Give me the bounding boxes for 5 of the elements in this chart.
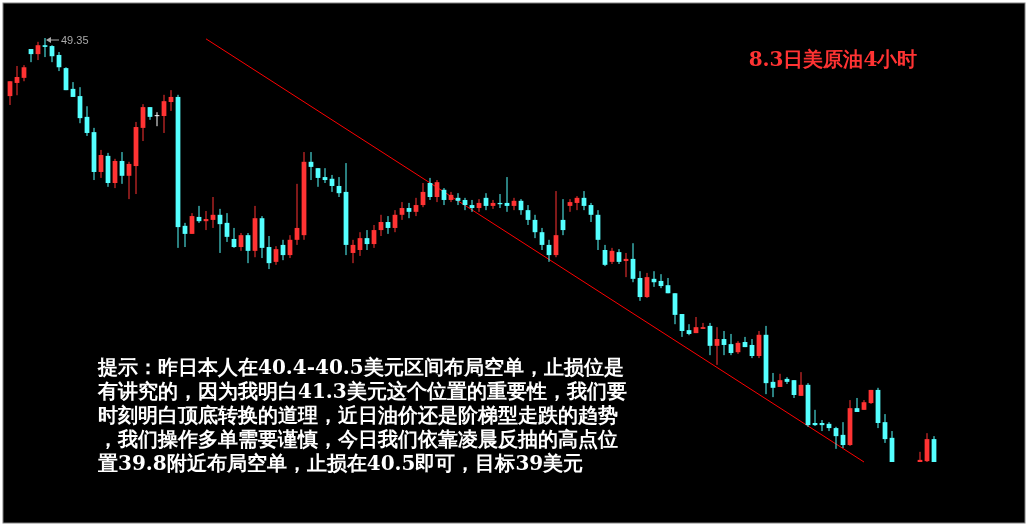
text: 8.3日美原油4小时 xyxy=(748,47,918,71)
annotation: 49.35 xyxy=(61,34,89,46)
candlestick xyxy=(42,37,48,58)
annotation: 提示：昨日本人在40.4-40.5美元区间布局空单，止损位是有讲究的，因为我明白41.3美元这个位置的重要性，我们要时刻明白顶底转换的道理，近日油价还是阶梯型走跌的趋势，我们操作多单需要谨慎，今日我们依靠凌晨反抽的高点位置39.8附近布局空单，止损在40.5即可，目标39美元 xyxy=(97,355,627,475)
candlestick xyxy=(700,322,706,330)
